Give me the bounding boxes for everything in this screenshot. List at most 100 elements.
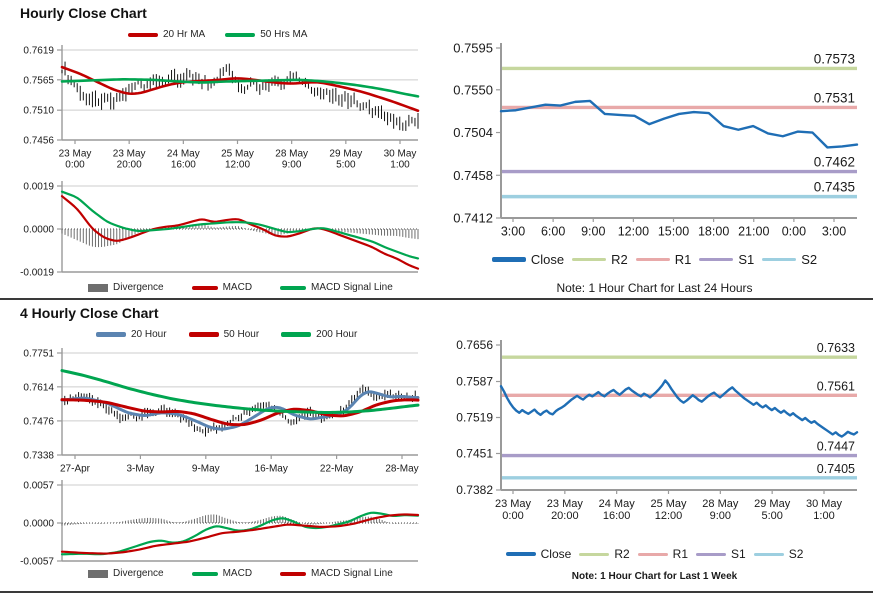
hourly-macd-plot: 0.0019 0.0000 -0.0019 bbox=[20, 181, 420, 279]
svg-text:1:00: 1:00 bbox=[813, 510, 834, 522]
legend-label-20hr-ma: 20 Hr MA bbox=[163, 29, 206, 40]
svg-text:0.7447: 0.7447 bbox=[817, 440, 855, 454]
legend-label-divergence: Divergence bbox=[113, 568, 164, 579]
legend-label-close: Close bbox=[530, 252, 565, 267]
legend-label-close: Close bbox=[540, 547, 572, 561]
legend-item-close: Close bbox=[491, 252, 565, 267]
weekly-levels-note: Note: 1 Hour Chart for Last 1 Week bbox=[571, 571, 738, 582]
svg-text:24 May: 24 May bbox=[599, 498, 636, 510]
legend-label-20hour: 20 Hour bbox=[131, 329, 167, 340]
svg-text:0.7451: 0.7451 bbox=[456, 447, 493, 461]
svg-text:23 May: 23 May bbox=[495, 498, 532, 510]
legend-label-r2: R2 bbox=[611, 252, 628, 267]
svg-text:0.7587: 0.7587 bbox=[456, 375, 493, 389]
legend-label-50hour: 50 Hour bbox=[223, 329, 260, 340]
svg-text:0.7462: 0.7462 bbox=[814, 155, 855, 170]
r1-line-swatch-icon bbox=[635, 257, 670, 262]
legend-item-50hour: 50 Hour bbox=[188, 329, 260, 340]
svg-text:28 May: 28 May bbox=[275, 149, 308, 160]
hourly-levels-legend: Close R2 R1 S1 S2 bbox=[436, 252, 873, 267]
section-title-4hourly: 4 Hourly Close Chart bbox=[20, 305, 159, 321]
macd-line-swatch-icon bbox=[191, 285, 218, 290]
svg-text:20:00: 20:00 bbox=[551, 510, 579, 522]
macd-signal-line-swatch-icon bbox=[280, 285, 307, 290]
legend-label-200hour: 200 Hour bbox=[316, 329, 358, 340]
hourly-ma-legend: 20 Hr MA 50 Hrs MA bbox=[128, 29, 307, 40]
legend-item-r1: R1 bbox=[635, 252, 691, 267]
legend-label-macd: MACD bbox=[222, 282, 253, 293]
svg-text:30 May: 30 May bbox=[806, 498, 843, 510]
divergence-bar-swatch-icon bbox=[88, 283, 108, 292]
svg-text:-0.0019: -0.0019 bbox=[20, 268, 54, 279]
r2-line-swatch-icon bbox=[572, 257, 607, 262]
legend-label-r1: R1 bbox=[672, 547, 688, 561]
legend-label-50hrs-ma: 50 Hrs MA bbox=[260, 29, 308, 40]
svg-text:0.7338: 0.7338 bbox=[23, 451, 54, 462]
svg-text:0.7561: 0.7561 bbox=[817, 379, 855, 393]
legend-label-divergence: Divergence bbox=[113, 282, 164, 293]
svg-text:0.7510: 0.7510 bbox=[23, 106, 54, 117]
legend-item-macd: MACD bbox=[191, 282, 253, 293]
svg-text:0.7405: 0.7405 bbox=[817, 462, 855, 476]
r1-line-swatch-icon bbox=[637, 552, 668, 556]
hourly-levels-note: Note: 1 Hour Chart for Last 24 Hours bbox=[556, 281, 753, 295]
svg-text:22-May: 22-May bbox=[320, 464, 353, 475]
legend-item-20hr-ma: 20 Hr MA bbox=[128, 29, 205, 40]
svg-text:16:00: 16:00 bbox=[603, 510, 631, 522]
fourhourly-macd-plot: 0.0057 0.0000 -0.0057 bbox=[20, 480, 420, 568]
svg-text:0.7550: 0.7550 bbox=[453, 82, 493, 97]
section-title-hourly: Hourly Close Chart bbox=[20, 5, 147, 21]
legend-item-20hour: 20 Hour bbox=[96, 329, 167, 340]
legend-label-macd-signal: MACD Signal Line bbox=[311, 282, 393, 293]
legend-item-macd-signal: MACD Signal Line bbox=[280, 282, 393, 293]
svg-text:15:00: 15:00 bbox=[658, 225, 689, 239]
20hour-ma-line-swatch-icon bbox=[96, 332, 126, 337]
svg-text:23 May: 23 May bbox=[59, 149, 92, 160]
svg-text:12:00: 12:00 bbox=[655, 510, 683, 522]
svg-text:28 May: 28 May bbox=[702, 498, 739, 510]
legend-label-s1: S1 bbox=[738, 252, 755, 267]
legend-label-macd: MACD bbox=[222, 568, 253, 579]
svg-text:0.7435: 0.7435 bbox=[814, 180, 855, 195]
close-line-swatch-icon bbox=[491, 257, 526, 262]
svg-text:5:00: 5:00 bbox=[761, 510, 782, 522]
svg-text:0.7382: 0.7382 bbox=[456, 483, 493, 497]
legend-item-r2: R2 bbox=[572, 252, 628, 267]
svg-text:1:00: 1:00 bbox=[390, 160, 410, 171]
svg-text:9:00: 9:00 bbox=[710, 510, 731, 522]
svg-text:16-May: 16-May bbox=[255, 464, 288, 475]
svg-text:9:00: 9:00 bbox=[581, 225, 605, 239]
s1-line-swatch-icon bbox=[696, 552, 726, 556]
200hour-ma-line-swatch-icon bbox=[281, 332, 312, 337]
svg-text:27-Apr: 27-Apr bbox=[60, 464, 91, 475]
svg-text:0:00: 0:00 bbox=[65, 160, 85, 171]
legend-item-s2: S2 bbox=[762, 252, 817, 267]
hourly-support-resistance-plot: 0.7595 0.7550 0.7504 0.7458 0.7412 3:00 6:00 9:… bbox=[453, 41, 859, 239]
legend-item-macd-signal: MACD Signal Line bbox=[280, 568, 393, 579]
legend-item-divergence: Divergence bbox=[88, 282, 164, 293]
svg-text:0:00: 0:00 bbox=[502, 510, 523, 522]
svg-text:0.7565: 0.7565 bbox=[23, 75, 54, 86]
svg-text:29 May: 29 May bbox=[329, 149, 362, 160]
svg-text:3:00: 3:00 bbox=[501, 225, 525, 239]
svg-text:0.7573: 0.7573 bbox=[814, 51, 855, 66]
section-divider bbox=[0, 298, 873, 300]
svg-text:16:00: 16:00 bbox=[171, 160, 196, 171]
s2-line-swatch-icon bbox=[753, 552, 784, 556]
fourhourly-macd-legend: Divergence MACD MACD Signal Line bbox=[88, 568, 393, 579]
legend-item-r2: R2 bbox=[579, 547, 630, 561]
legend-item-200hour: 200 Hour bbox=[281, 329, 357, 340]
bottom-divider bbox=[0, 591, 873, 593]
svg-text:23 May: 23 May bbox=[113, 149, 146, 160]
svg-text:-0.0057: -0.0057 bbox=[20, 557, 54, 568]
svg-text:0.7531: 0.7531 bbox=[814, 90, 855, 105]
legend-label-r2: R2 bbox=[614, 547, 630, 561]
svg-text:23 May: 23 May bbox=[547, 498, 584, 510]
legend-label-macd-signal: MACD Signal Line bbox=[311, 568, 393, 579]
svg-text:25 May: 25 May bbox=[221, 149, 254, 160]
svg-text:0.7751: 0.7751 bbox=[23, 349, 54, 360]
svg-text:0.7456: 0.7456 bbox=[23, 136, 54, 147]
legend-item-s2: S2 bbox=[753, 547, 803, 561]
